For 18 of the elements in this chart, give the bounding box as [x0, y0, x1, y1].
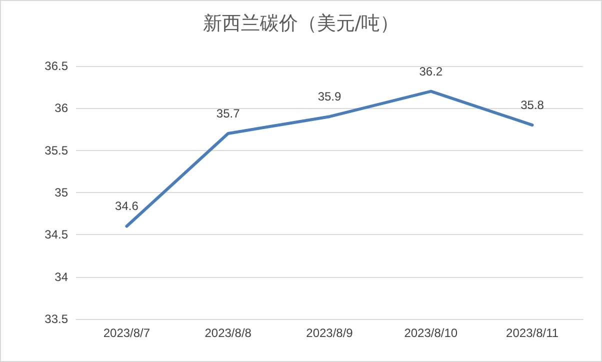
data-label: 34.6 [115, 199, 139, 214]
y-tick-label: 34.5 [44, 228, 68, 242]
data-label: 36.2 [419, 64, 443, 78]
chart-title: 新西兰碳价（美元/吨） [202, 12, 400, 34]
y-tick-label: 36 [54, 101, 68, 116]
data-label: 35.7 [216, 106, 240, 120]
y-tick-label: 33.5 [44, 312, 68, 326]
y-tick-label: 35 [54, 186, 68, 200]
x-tick-label: 2023/8/11 [506, 326, 559, 340]
x-tick-label: 2023/8/10 [404, 326, 458, 340]
y-tick-label: 35.5 [44, 143, 68, 158]
data-label: 35.9 [318, 90, 342, 104]
x-tick-label: 2023/8/9 [306, 326, 354, 340]
y-tick-label: 34 [54, 270, 68, 284]
y-tick-label: 36.5 [44, 59, 68, 73]
x-tick-label: 2023/8/8 [204, 326, 252, 340]
x-tick-label: 2023/8/7 [103, 326, 150, 340]
data-label: 35.8 [520, 98, 544, 112]
